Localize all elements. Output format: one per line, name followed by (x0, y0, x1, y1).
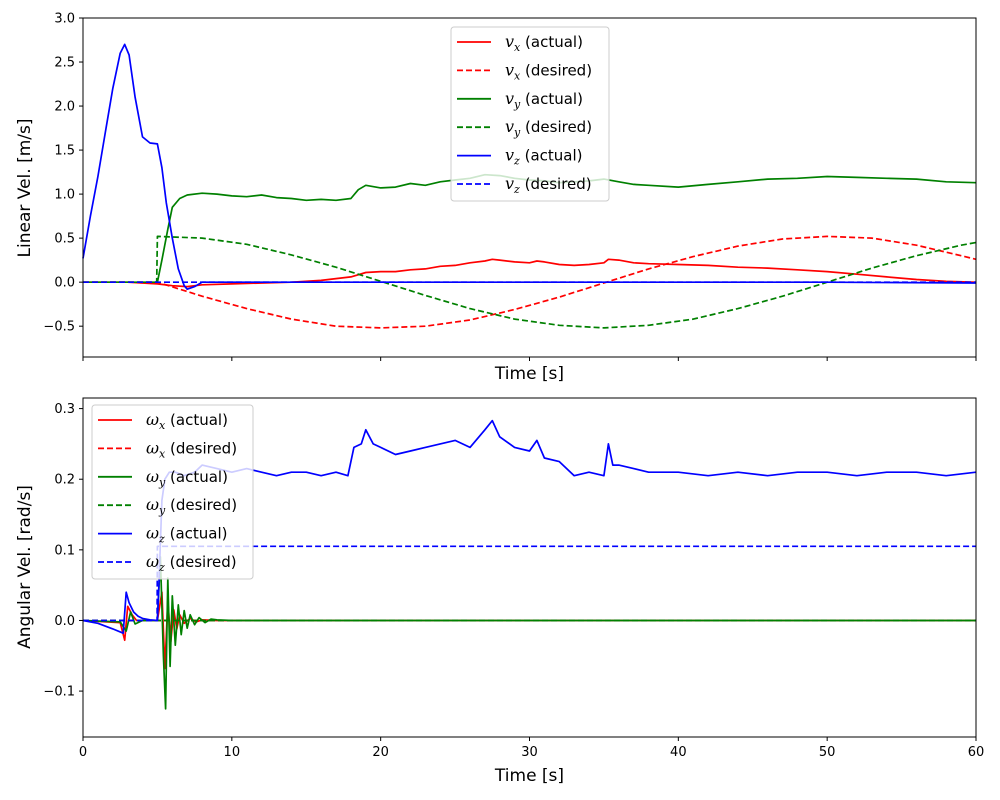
angular-velocity-x-tick-label: 40 (670, 745, 687, 760)
angular-velocity-y-tick-label: 0.0 (54, 614, 75, 629)
angular-velocity-series-lines (82, 419, 977, 710)
linear-velocity-x-ticks (82, 357, 977, 361)
linear-velocity-series-line-y-actual (83, 173, 977, 284)
linear-velocity-y-tick-label: 0.5 (54, 232, 75, 247)
angular-velocity-legend: ωx (actual) ωx (desired) ωy (actual) ωy (de… (91, 404, 254, 580)
linear-velocity-legend: vx (actual) vx (desired) vy (actual) vy (de… (450, 26, 610, 202)
linear-velocity-panel: −0.5 0.0 0.5 1.0 1.5 2.0 2.5 3.0 Time [s] Linea… (15, 12, 977, 384)
linear-velocity-y-tick-label: 2.5 (54, 56, 75, 71)
angular-velocity-legend-entry: ωx (actual) (146, 410, 228, 432)
angular-velocity-x-tick-label: 60 (968, 745, 985, 760)
linear-velocity-legend-entry: vx (actual) (505, 32, 583, 54)
angular-velocity-y-tick-label: 0.3 (54, 402, 75, 417)
angular-velocity-x-tick-label: 50 (819, 745, 836, 760)
linear-velocity-legend-entry: vy (desired) (505, 117, 592, 139)
angular-velocity-series-line-z-actual (82, 419, 977, 635)
linear-velocity-y-tick-label: 2.0 (54, 100, 75, 115)
angular-velocity-legend-entry: ωy (actual) (146, 467, 228, 489)
angular-velocity-legend-entry: ωz (desired) (146, 552, 237, 574)
linear-velocity-legend-entry: vx (desired) (505, 60, 592, 82)
angular-velocity-y-tick-label: 0.2 (54, 473, 75, 488)
linear-velocity-y-ticks: −0.5 0.0 0.5 1.0 1.5 2.0 2.5 3.0 (43, 12, 83, 335)
angular-velocity-legend-box (91, 404, 254, 580)
angular-velocity-y-ticks: −0.1 0.0 0.1 0.2 0.3 (43, 402, 83, 700)
angular-velocity-x-axis-label: Time [s] (494, 766, 564, 786)
angular-velocity-y-tick-label: −0.1 (43, 685, 75, 700)
angular-velocity-x-tick-label: 20 (372, 745, 389, 760)
angular-velocity-x-ticks: 0 10 20 30 40 50 60 (79, 737, 984, 760)
angular-velocity-y-tick-label: 0.1 (54, 543, 75, 558)
angular-velocity-x-tick-label: 0 (79, 745, 87, 760)
angular-velocity-panel: 0 10 20 30 40 50 60 −0.10.00.10.20.3 Time [s] … (15, 397, 984, 786)
linear-velocity-series-line-y-desired (83, 235, 977, 329)
linear-velocity-y-tick-label: −0.5 (43, 320, 75, 335)
linear-velocity-y-tick-label: 1.5 (54, 144, 75, 159)
angular-velocity-series-line-z-desired (83, 545, 976, 622)
linear-velocity-series-lines (82, 43, 977, 329)
linear-velocity-series-line-x-desired (83, 235, 977, 329)
angular-velocity-legend-entry: ωx (desired) (146, 438, 237, 460)
linear-velocity-legend-entry: vz (actual) (505, 146, 583, 168)
angular-velocity-x-tick-label: 10 (224, 745, 241, 760)
angular-velocity-y-axis-label: Angular Vel. [rad/s] (15, 485, 35, 649)
angular-velocity-legend-entry: ωz (actual) (146, 524, 228, 546)
linear-velocity-legend-box (450, 26, 610, 202)
linear-velocity-legend-entry: vz (desired) (505, 174, 592, 196)
linear-velocity-y-tick-label: 3.0 (54, 12, 75, 27)
linear-velocity-x-axis-label: Time [s] (494, 364, 564, 384)
linear-velocity-y-tick-label: 0.0 (54, 276, 75, 291)
angular-velocity-x-tick-label: 30 (521, 745, 538, 760)
linear-velocity-series-line-x-actual (83, 258, 977, 288)
linear-velocity-legend-entry: vy (actual) (505, 89, 583, 111)
linear-velocity-y-axis-label: Linear Vel. [m/s] (15, 119, 35, 258)
angular-velocity-legend-entry: ωy (desired) (146, 495, 237, 517)
linear-velocity-y-tick-label: 1.0 (54, 188, 75, 203)
